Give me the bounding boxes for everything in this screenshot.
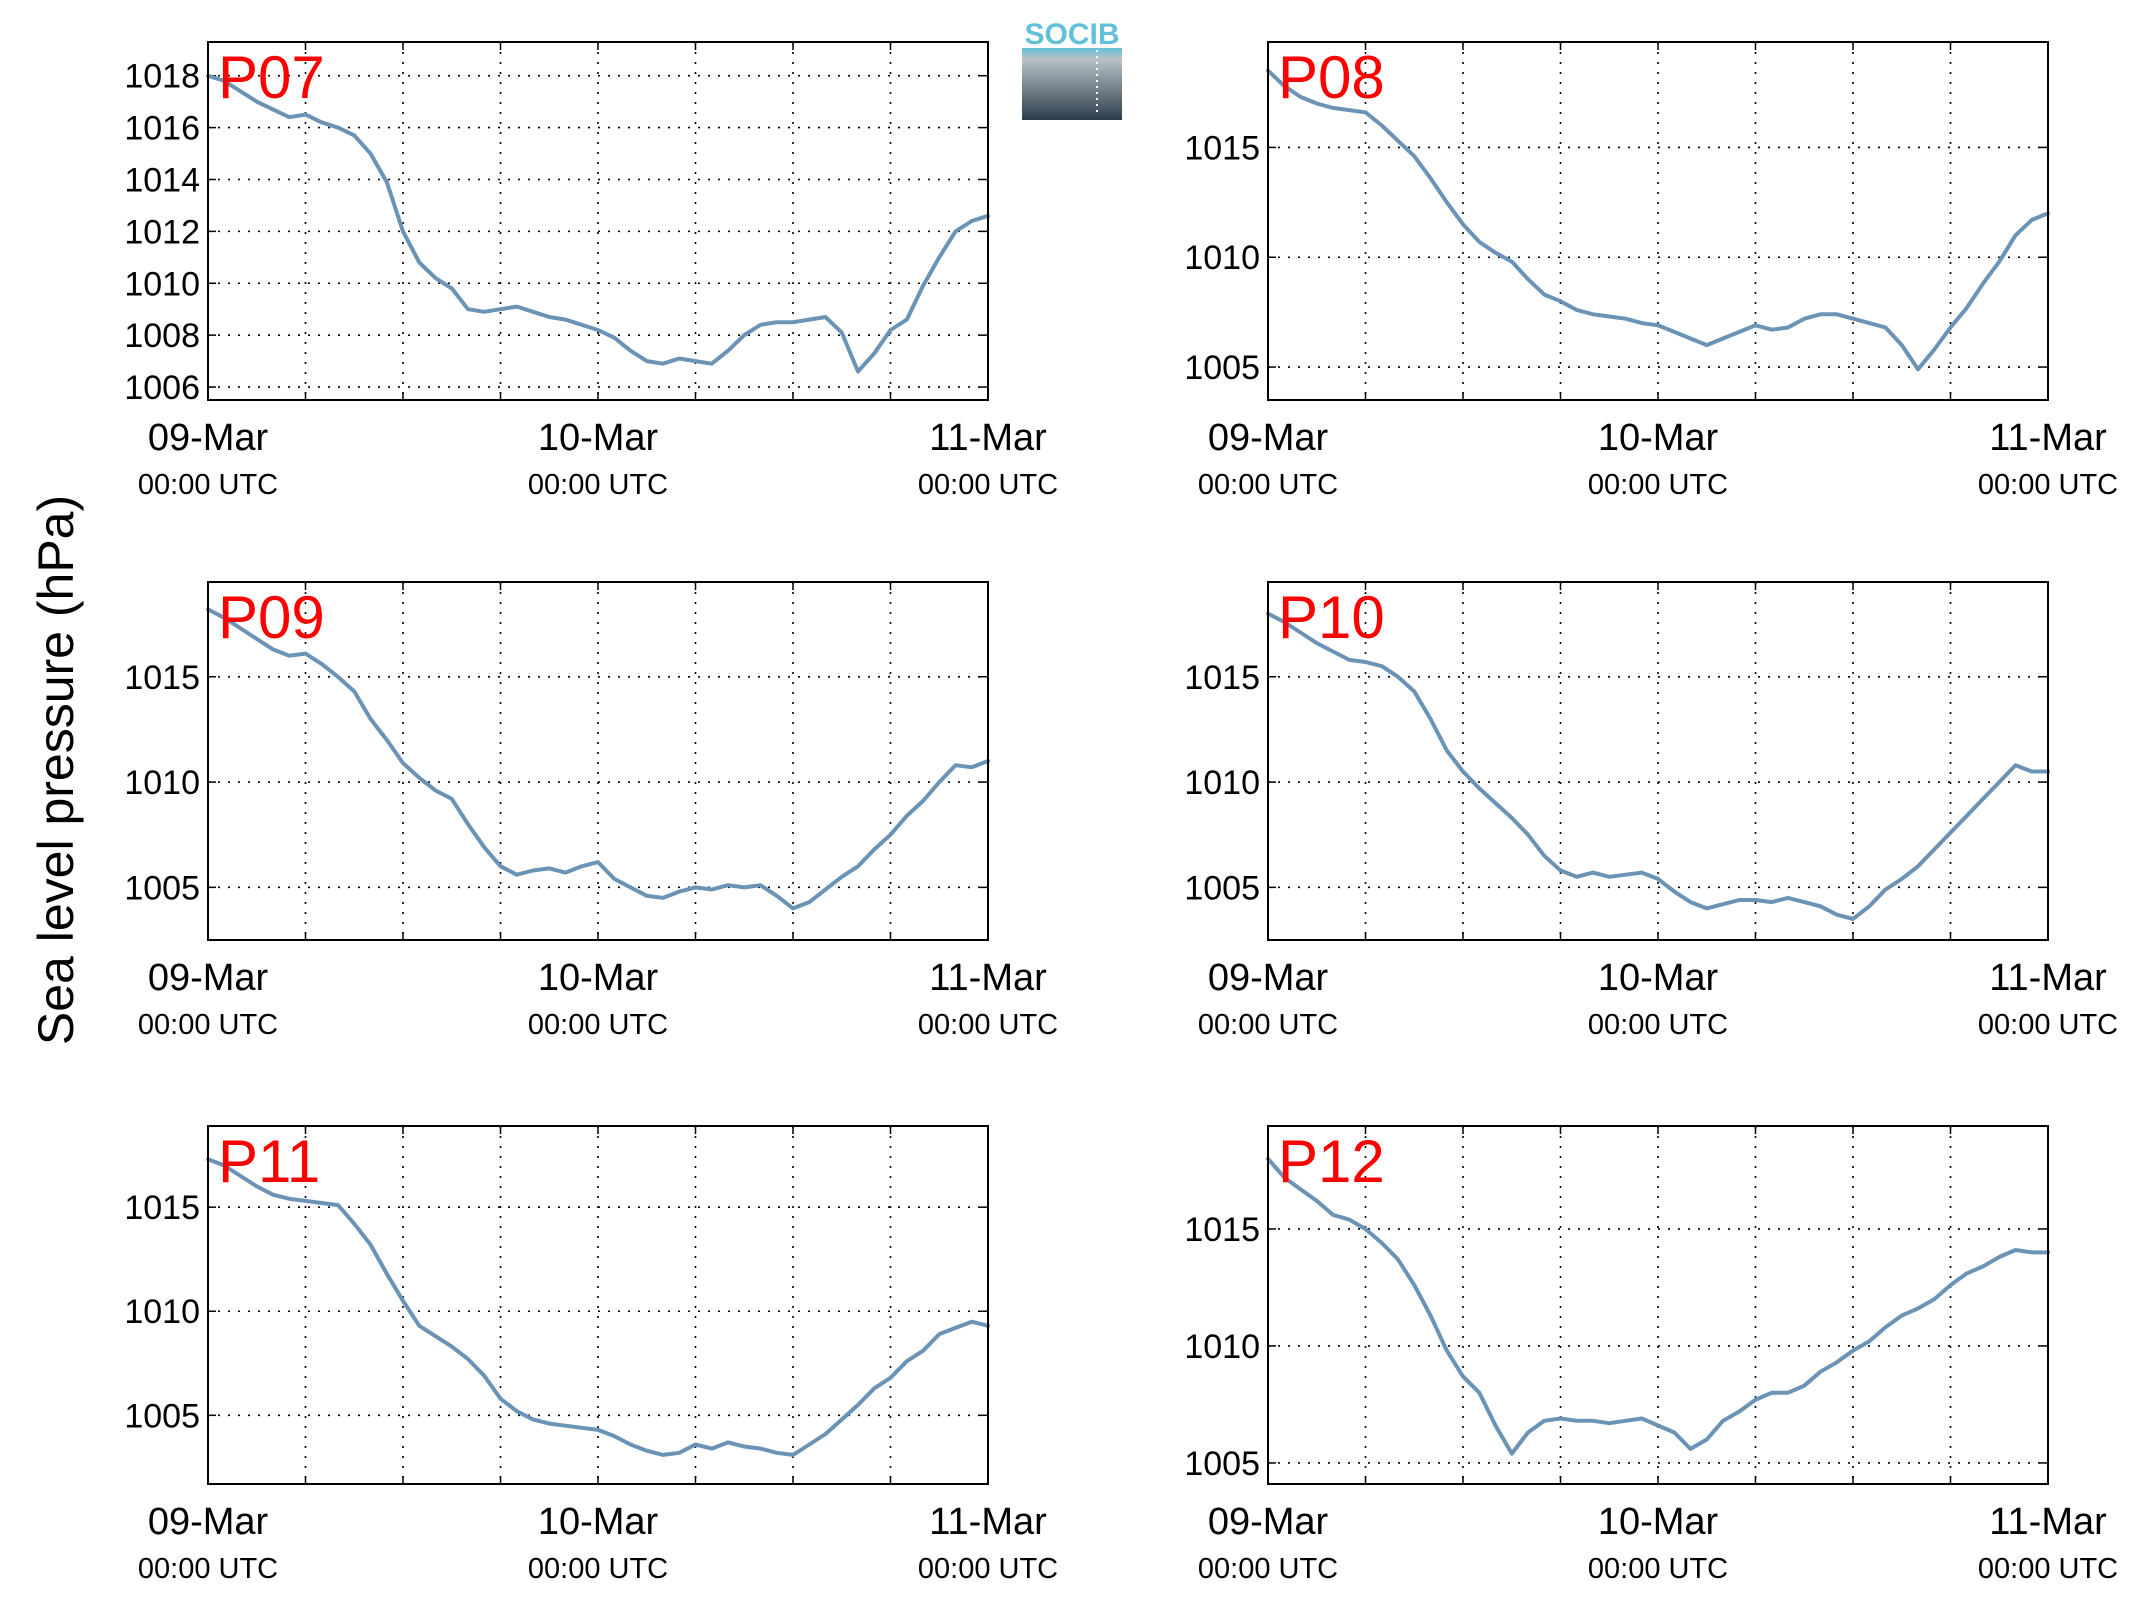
logo-text: SOCIB [1024, 18, 1119, 51]
x-tick-label-date: 09-Mar [1208, 1501, 1329, 1543]
y-tick-label: 1018 [124, 58, 200, 96]
x-tick-label-date: 09-Mar [148, 957, 269, 999]
x-tick-label-date: 11-Mar [1989, 957, 2107, 999]
x-tick-label-date: 10-Mar [538, 957, 659, 999]
x-tick-label-time: 00:00 UTC [1198, 469, 1338, 501]
x-tick-label-time: 00:00 UTC [1588, 469, 1728, 501]
plot-frame [207, 41, 989, 401]
x-tick-label-date: 10-Mar [538, 1501, 659, 1543]
x-tick-label-time: 00:00 UTC [1198, 1553, 1338, 1585]
x-tick-label-time: 00:00 UTC [1588, 1009, 1728, 1041]
y-tick-label: 1010 [124, 265, 200, 303]
x-tick-label-date: 10-Mar [1598, 417, 1719, 459]
x-tick-label-time: 00:00 UTC [1198, 1009, 1338, 1041]
x-tick-label-time: 00:00 UTC [918, 1553, 1058, 1585]
panel-title: P09 [218, 584, 325, 651]
series-line [1266, 611, 2050, 921]
x-tick-label-date: 10-Mar [1598, 1501, 1719, 1543]
series-line [1266, 68, 2050, 372]
x-tick-label-date: 11-Mar [1989, 1501, 2107, 1543]
x-tick-label-time: 00:00 UTC [528, 1553, 668, 1585]
y-tick-label: 1008 [124, 317, 200, 355]
x-tick-label-time: 00:00 UTC [918, 1009, 1058, 1041]
y-tick-label: 1005 [1184, 1445, 1260, 1483]
panel-title: P11 [218, 1128, 320, 1195]
y-tick-label: 1010 [124, 764, 200, 802]
chart-panel-p11: 1005 1010 1015 09-Mar 00:00 UTC 10-Mar 00:00 U… [124, 1125, 1058, 1585]
x-tick-label-time: 00:00 UTC [1978, 1553, 2118, 1585]
y-tick-label: 1015 [1184, 129, 1260, 167]
panel-title: P07 [218, 44, 325, 111]
x-tick-label-time: 00:00 UTC [138, 469, 278, 501]
y-tick-label: 1010 [1184, 764, 1260, 802]
panel-title: P10 [1278, 584, 1385, 651]
x-tick-label-time: 00:00 UTC [1978, 469, 2118, 501]
logo-block [1022, 48, 1122, 120]
x-tick-label-date: 09-Mar [148, 417, 269, 459]
y-tick-label: 1012 [124, 213, 200, 251]
chart-panel-p12: 1005 1010 1015 09-Mar 00:00 UTC 10-Mar 00:00 U… [1184, 1125, 2118, 1585]
y-tick-label: 1010 [124, 1293, 200, 1331]
chart-panel-p07: 1006 1008 1010 1012 1014 1016 1018 09-Mar 00:00 … [124, 41, 1058, 501]
series-line [206, 73, 990, 374]
x-tick-label-date: 11-Mar [929, 1501, 1047, 1543]
y-tick-label: 1015 [1184, 1211, 1260, 1249]
y-tick-label: 1005 [124, 1397, 200, 1435]
x-tick-label-date: 10-Mar [538, 417, 659, 459]
plot-frame [1267, 1125, 2049, 1485]
y-axis-label: Sea level pressure (hPa) [28, 495, 84, 1045]
series-line [1266, 1156, 2050, 1456]
panel-title: P08 [1278, 44, 1385, 111]
socib-logo: SOCIB [1022, 18, 1122, 120]
plot-frame [1267, 41, 2049, 401]
x-tick-label-time: 00:00 UTC [1588, 1553, 1728, 1585]
x-tick-label-time: 00:00 UTC [918, 469, 1058, 501]
chart-panel-p08: 1005 1010 1015 09-Mar 00:00 UTC 10-Mar 00:00 U… [1184, 41, 2118, 501]
panel-title: P12 [1278, 1128, 1385, 1195]
y-tick-label: 1005 [1184, 349, 1260, 387]
y-tick-label: 1010 [1184, 1328, 1260, 1366]
chart-panel-p09: 1005 1010 1015 09-Mar 00:00 UTC 10-Mar 00:00 U… [124, 581, 1058, 1041]
y-tick-label: 1015 [124, 1189, 200, 1227]
x-tick-label-date: 09-Mar [148, 1501, 269, 1543]
x-tick-label-date: 11-Mar [929, 417, 1047, 459]
x-tick-label-time: 00:00 UTC [138, 1553, 278, 1585]
y-tick-label: 1015 [124, 659, 200, 697]
x-tick-label-date: 10-Mar [1598, 957, 1719, 999]
series-line [206, 607, 990, 911]
y-tick-label: 1005 [124, 869, 200, 907]
x-tick-label-time: 00:00 UTC [138, 1009, 278, 1041]
y-tick-label: 1005 [1184, 869, 1260, 907]
x-tick-label-time: 00:00 UTC [1978, 1009, 2118, 1041]
y-tick-label: 1010 [1184, 239, 1260, 277]
chart-panel-p10: 1005 1010 1015 09-Mar 00:00 UTC 10-Mar 00:00 U… [1184, 581, 2118, 1041]
x-tick-label-date: 09-Mar [1208, 957, 1329, 999]
y-tick-label: 1016 [124, 110, 200, 148]
x-tick-label-time: 00:00 UTC [528, 1009, 668, 1041]
series-line [206, 1157, 990, 1457]
plot-frame [1267, 581, 2049, 941]
plot-frame [207, 1125, 989, 1485]
y-tick-label: 1014 [124, 161, 200, 199]
x-tick-label-date: 11-Mar [929, 957, 1047, 999]
x-tick-label-time: 00:00 UTC [528, 469, 668, 501]
x-tick-label-date: 09-Mar [1208, 417, 1329, 459]
y-tick-label: 1006 [124, 369, 200, 407]
plot-frame [207, 581, 989, 941]
y-tick-label: 1015 [1184, 659, 1260, 697]
x-tick-label-date: 11-Mar [1989, 417, 2107, 459]
